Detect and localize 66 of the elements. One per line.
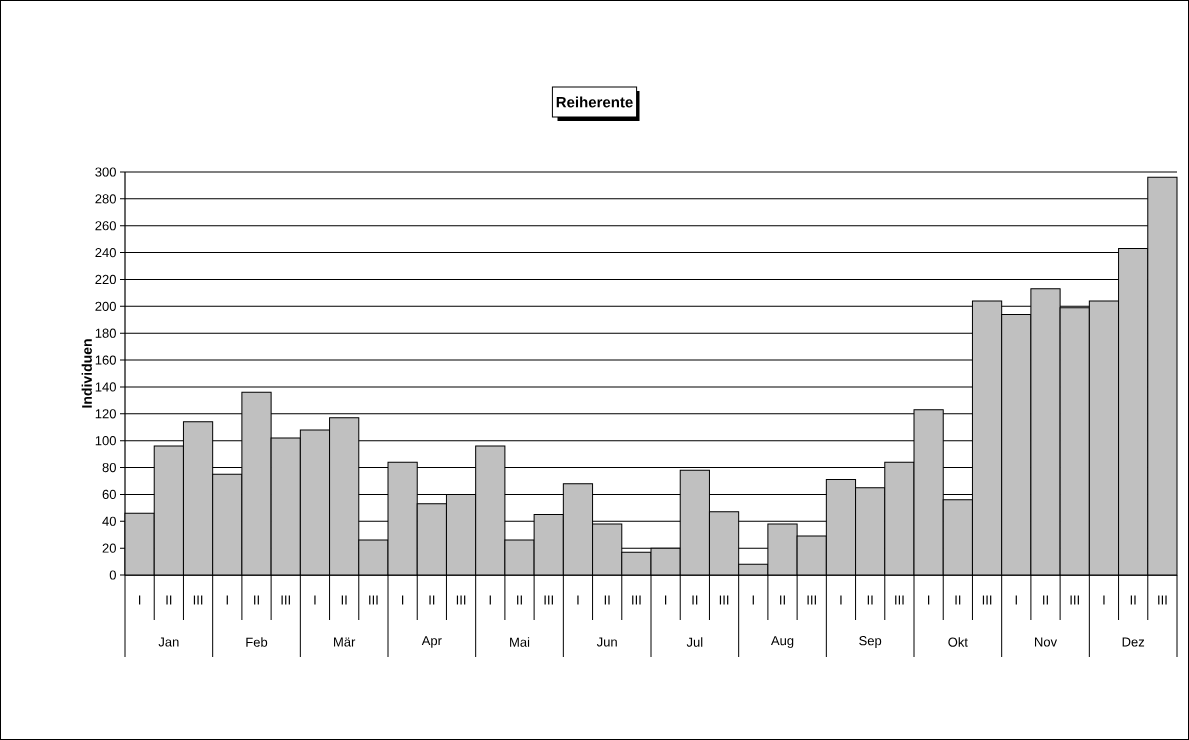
x-tick-label: I (1103, 595, 1105, 605)
x-tick-label: II (517, 595, 522, 605)
text: Okt (948, 637, 968, 647)
x-tick-label: III (544, 595, 553, 605)
text: Sep (859, 636, 882, 648)
x-tick-label: II (604, 595, 610, 605)
y-tick-label: 60 (102, 489, 116, 499)
y-tick-label: 300 (95, 167, 116, 177)
x-tick-label: III (1158, 595, 1167, 605)
y-tick-label: 180 (95, 328, 116, 338)
y-tick-label: 0 (109, 570, 116, 580)
y-tick-label: 120 (95, 409, 116, 419)
x-tick-label: III (719, 595, 729, 605)
x-tick-label: III (281, 595, 290, 605)
text: Nov (1035, 637, 1058, 647)
x-tick-label: I (752, 595, 754, 605)
text: Jun (596, 637, 617, 647)
x-tick-label: I (139, 595, 141, 605)
text: Aug (770, 636, 794, 648)
text: Apr (421, 636, 442, 648)
x-tick-label: II (780, 595, 785, 605)
x-tick-label: III (193, 595, 203, 605)
y-tick-label: 220 (95, 274, 116, 285)
x-tick-label: III (982, 595, 992, 605)
y-axis-title: Individuen (81, 339, 92, 408)
text: Jul (686, 637, 703, 647)
x-tick-label: III (632, 595, 641, 605)
y-tick-label: 80 (102, 462, 116, 473)
x-tick-label: III (369, 595, 378, 605)
x-tick-label: II (166, 595, 172, 605)
x-tick-label: I (402, 595, 404, 605)
x-tick-label: I (577, 595, 579, 605)
x-tick-label: I (314, 595, 316, 605)
y-tick-label: 240 (95, 248, 116, 258)
y-tick-label: 280 (95, 194, 116, 204)
x-tick-label: I (226, 595, 228, 605)
x-tick-label: II (867, 595, 873, 605)
x-tick-label: I (1015, 595, 1017, 605)
y-tick-label: 40 (102, 516, 116, 526)
y-tick-label: 200 (95, 301, 116, 311)
y-tick-label: 20 (102, 543, 116, 553)
text: Mär (334, 637, 356, 647)
text: Dez (1122, 637, 1145, 647)
text: Jan (158, 637, 179, 647)
x-tick-label: III (807, 595, 816, 605)
y-tick-label: 140 (95, 382, 116, 392)
x-tick-label: III (1070, 595, 1079, 605)
x-tick-label: III (456, 595, 466, 605)
y-tick-label: 160 (95, 355, 116, 365)
x-tick-label: II (1130, 595, 1136, 605)
x-tick-label: I (928, 595, 930, 605)
x-tick-label: II (341, 595, 347, 605)
y-tick-label: 100 (95, 436, 116, 446)
y-tick-label: 260 (95, 221, 116, 231)
text: Mai (510, 637, 530, 647)
x-tick-label: III (895, 595, 904, 605)
text: Feb (246, 637, 268, 647)
x-tick-label: II (254, 595, 259, 605)
x-tick-label: I (840, 595, 842, 605)
x-tick-label: II (692, 595, 698, 605)
x-tick-label: II (955, 595, 961, 605)
x-tick-label: II (429, 595, 435, 605)
x-tick-label: I (489, 595, 491, 605)
chart-title: Reiherente (556, 96, 633, 108)
x-tick-label: II (1043, 595, 1048, 605)
x-tick-label: I (665, 595, 667, 605)
